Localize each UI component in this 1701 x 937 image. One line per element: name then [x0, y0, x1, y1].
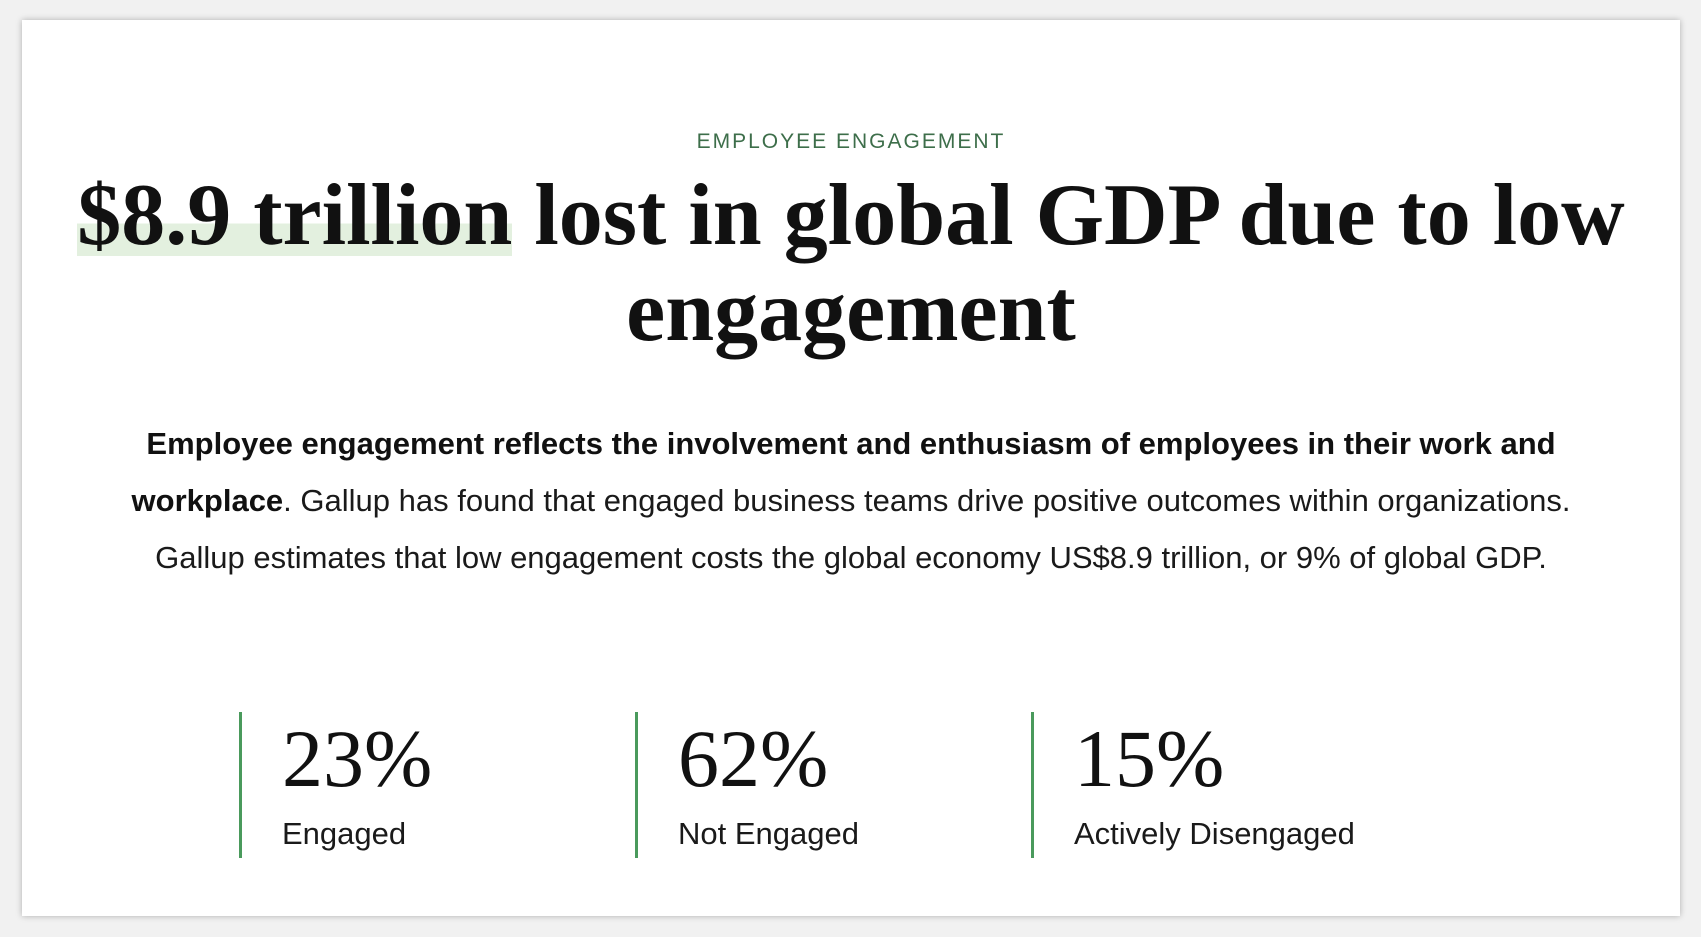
- stat-engaged: 23% Engaged: [239, 712, 432, 858]
- stat-not-engaged: 62% Not Engaged: [635, 712, 859, 858]
- stat-actively-disengaged: 15% Actively Disengaged: [1031, 712, 1355, 858]
- intro-bold-text: Employee engagement reflects the involve…: [131, 426, 1556, 518]
- page-title: $8.9 trillion lost in global GDP due to …: [62, 167, 1640, 360]
- stat-label: Not Engaged: [678, 816, 859, 851]
- headline-rest: lost in global GDP due to low engagement: [512, 167, 1625, 360]
- stat-value: 23%: [282, 713, 433, 804]
- intro-paragraph: Employee engagement reflects the involve…: [92, 415, 1610, 586]
- stat-value: 15%: [1074, 713, 1225, 804]
- section-eyebrow: EMPLOYEE ENGAGEMENT: [696, 130, 1006, 153]
- stat-label: Actively Disengaged: [1074, 816, 1355, 851]
- intro-body-text: . Gallup has found that engaged business…: [155, 483, 1571, 575]
- stat-label: Engaged: [282, 816, 407, 851]
- content-card: EMPLOYEE ENGAGEMENT $8.9 trillion lost i…: [22, 20, 1680, 916]
- stat-value: 62%: [678, 713, 829, 804]
- headline-highlight: $8.9 trillion: [77, 167, 513, 264]
- stats-row: 23% Engaged 62% Not Engaged 15% Actively…: [239, 712, 1539, 858]
